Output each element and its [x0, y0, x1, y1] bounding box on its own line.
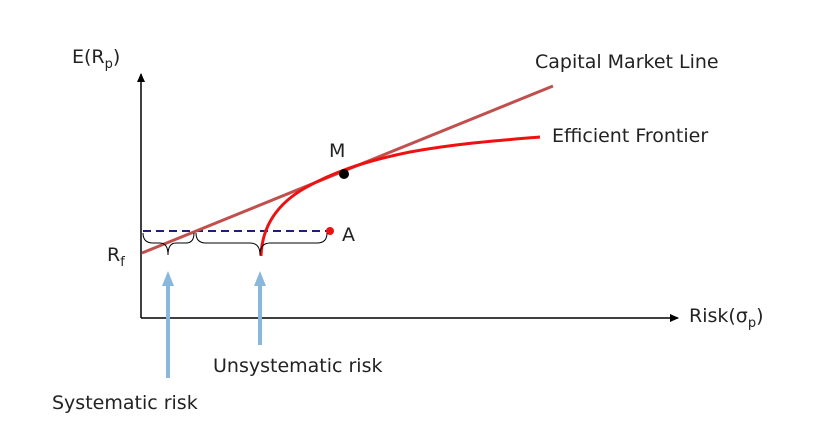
y-axis-label: E(Rp) — [72, 46, 120, 72]
systematic-risk-brace — [142, 232, 195, 256]
efficient-frontier-label: Efficient Frontier — [552, 125, 708, 147]
efficient-frontier-curve — [259, 135, 541, 257]
systematic-risk-arrow-head — [162, 271, 174, 286]
market-portfolio-point — [339, 169, 349, 179]
risk-free-rate-label: Rf — [107, 244, 125, 270]
unsystematic-risk-label: Unsystematic risk — [213, 355, 383, 377]
x-axis-label: Risk(σp) — [689, 305, 764, 331]
unsystematic-risk-arrow-head — [254, 271, 266, 286]
point-a-label: A — [342, 224, 355, 246]
portfolio-a-point — [326, 227, 334, 235]
systematic-risk-label: Systematic risk — [52, 392, 198, 414]
unsystematic-risk-brace — [195, 232, 328, 256]
point-m-label: M — [329, 140, 345, 162]
capital-market-line-label: Capital Market Line — [535, 51, 719, 73]
